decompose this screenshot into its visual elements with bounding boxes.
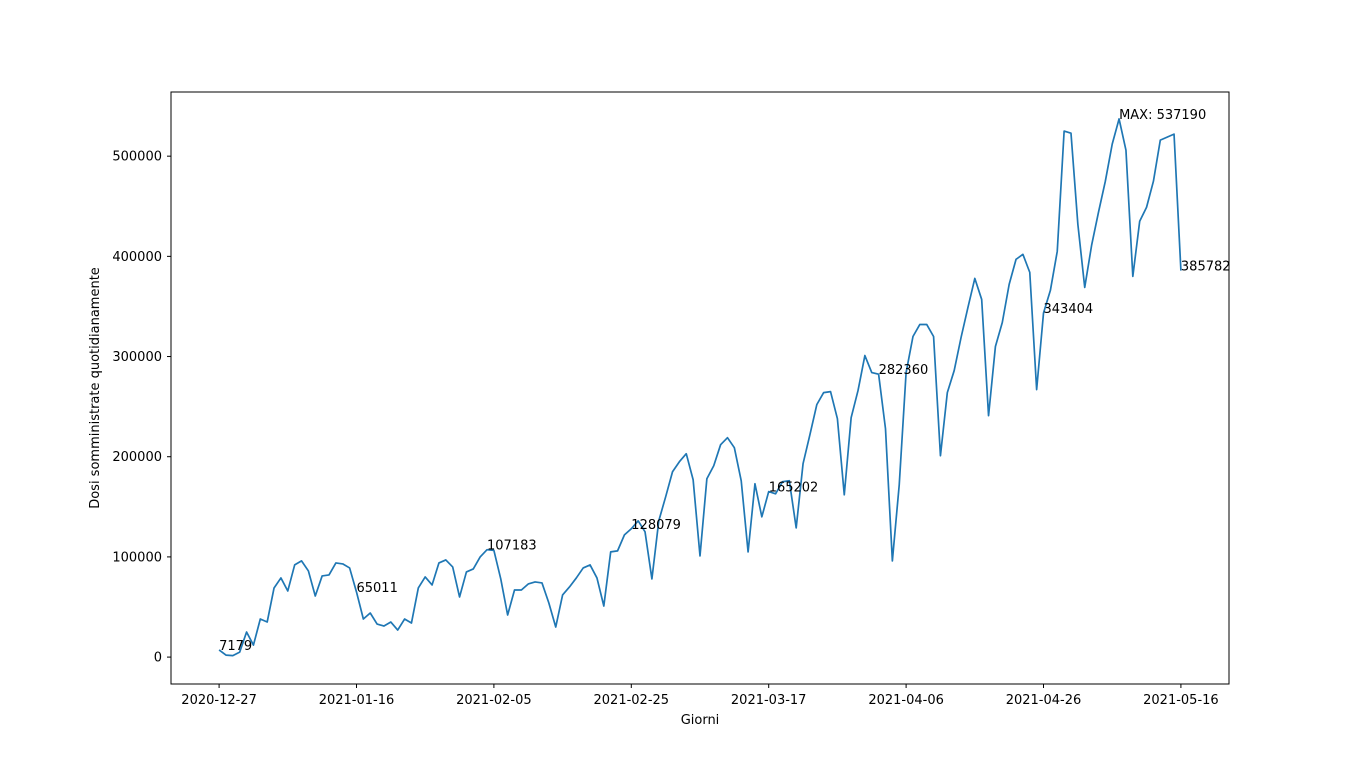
x-tick-label: 2021-02-25: [594, 693, 670, 708]
x-tick-label: 2021-02-05: [456, 693, 532, 708]
annotation-label: 385782: [1181, 260, 1231, 275]
x-axis-label: Giorni: [681, 713, 720, 728]
y-tick-label: 200000: [112, 450, 162, 465]
annotations: 7179 65011 107183 128079 165202 282360 343404 M…: [219, 108, 1230, 654]
y-tick-label: 300000: [112, 350, 162, 365]
annotation-label: MAX: 537190: [1119, 108, 1206, 123]
plot-layer: [218, 118, 1182, 657]
series-line: [218, 118, 1182, 657]
annotation-label: 107183: [487, 539, 537, 554]
annotation-label: 7179: [219, 639, 252, 654]
annotation-label: 165202: [769, 481, 819, 496]
y-ticks: 0 100000 200000 300000 400000 500000: [112, 150, 171, 666]
x-tick-label: 2021-01-16: [319, 693, 395, 708]
x-tick-label: 2021-05-16: [1143, 693, 1219, 708]
plot-frame: [170, 91, 1230, 685]
annotation-label: 343404: [1044, 302, 1094, 317]
annotation-label: 128079: [631, 518, 681, 533]
y-axis-label: Dosi somministrate quotidianamente: [88, 267, 103, 509]
x-ticks: 2020-12-27 2021-01-16 2021-02-05 2021-02-25…: [181, 684, 1219, 708]
annotation-label: 282360: [879, 363, 929, 378]
y-tick-label: 0: [154, 651, 162, 666]
x-tick-label: 2021-03-17: [731, 693, 807, 708]
y-tick-label: 400000: [112, 250, 162, 265]
x-tick-label: 2021-04-26: [1006, 693, 1082, 708]
y-tick-label: 100000: [112, 550, 162, 565]
x-tick-label: 2020-12-27: [181, 693, 257, 708]
y-tick-label: 500000: [112, 150, 162, 165]
annotation-label: 65011: [356, 581, 397, 596]
x-tick-label: 2021-04-06: [868, 693, 944, 708]
